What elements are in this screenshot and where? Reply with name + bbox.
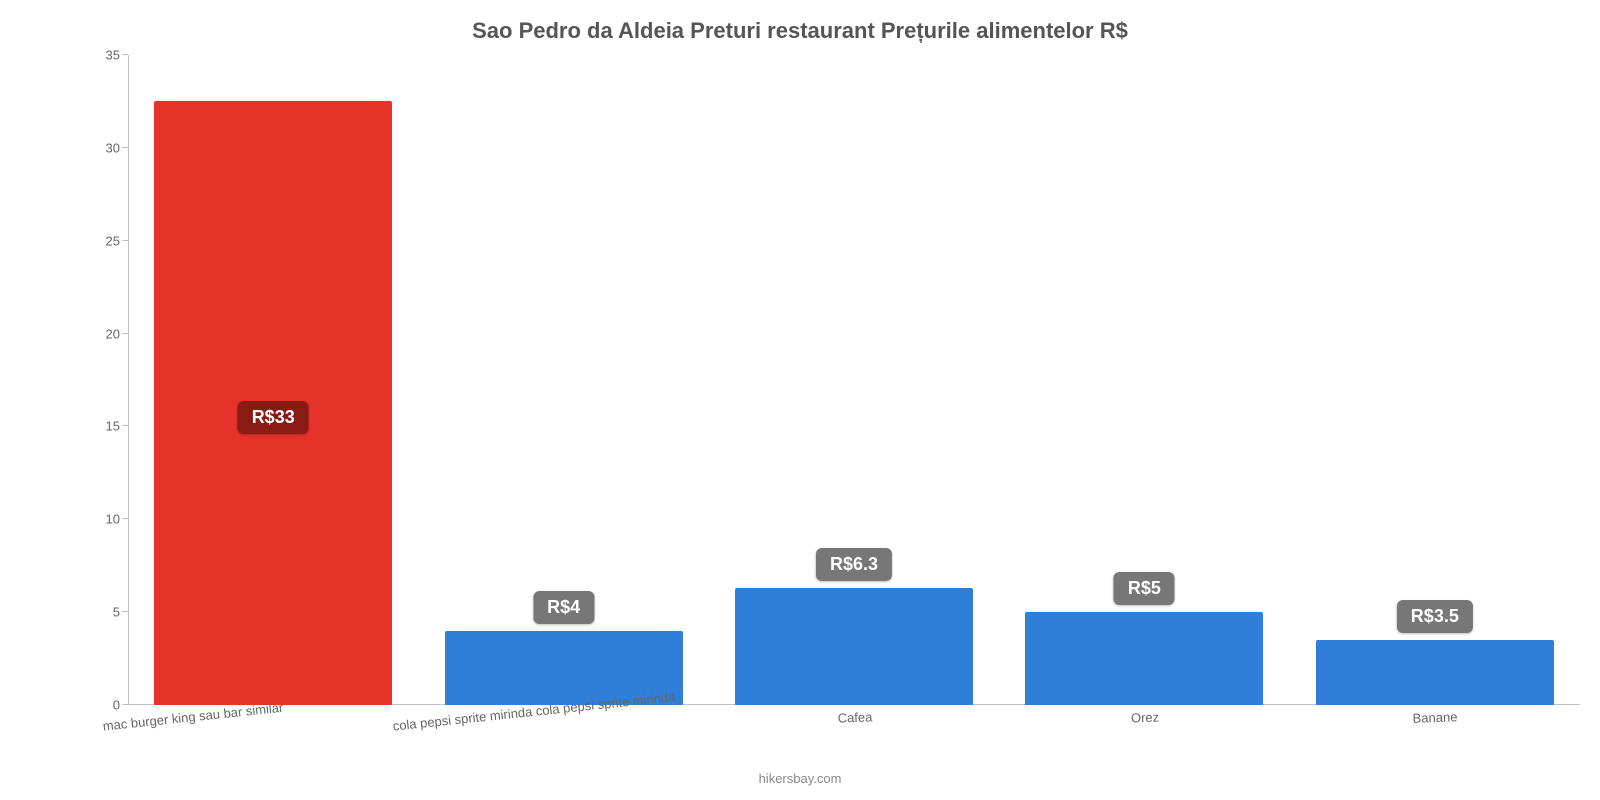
bar-slot: R$5: [999, 55, 1289, 705]
x-axis-category-label: Orez: [1000, 705, 1290, 730]
plot-area: 05101520253035 R$33R$4R$6.3R$5R$3.5: [80, 55, 1580, 705]
y-tick-label: 10: [80, 512, 120, 527]
bar-value-label: R$33: [238, 401, 309, 434]
bar: R$3.5: [1316, 640, 1554, 705]
x-axis-category-label: Cafea: [710, 705, 1000, 730]
bar-value-label: R$4: [533, 591, 594, 624]
y-tick-label: 20: [80, 326, 120, 341]
y-tick-label: 35: [80, 48, 120, 63]
y-axis: 05101520253035: [80, 55, 128, 705]
credits-text: hikersbay.com: [0, 771, 1600, 786]
bar: R$5: [1025, 612, 1263, 705]
chart-body: R$33 R$4 R$6.3 R$5 R$3.5: [128, 55, 1580, 705]
bar-value-label: R$5: [1114, 572, 1175, 605]
y-tick-label: 0: [80, 698, 120, 713]
bar: R$33: [154, 101, 392, 705]
bar: R$6.3: [735, 588, 973, 705]
y-tick-label: 5: [80, 605, 120, 620]
y-tick-label: 30: [80, 140, 120, 155]
x-axis-category-label: Banane: [1290, 705, 1580, 730]
bar-slot: R$6.3: [709, 55, 999, 705]
chart-title: Sao Pedro da Aldeia Preturi restaurant P…: [0, 0, 1600, 44]
bar-slot: R$4: [418, 55, 708, 705]
y-tick-label: 25: [80, 233, 120, 248]
bar-value-label: R$3.5: [1397, 600, 1473, 633]
bar-value-label: R$6.3: [816, 548, 892, 581]
x-axis-labels: mac burger king sau bar similarcola peps…: [128, 710, 1580, 725]
bar-slot: R$33: [128, 55, 418, 705]
bar-slot: R$3.5: [1290, 55, 1580, 705]
y-tick-label: 15: [80, 419, 120, 434]
bars-row: R$33 R$4 R$6.3 R$5 R$3.5: [128, 55, 1580, 705]
